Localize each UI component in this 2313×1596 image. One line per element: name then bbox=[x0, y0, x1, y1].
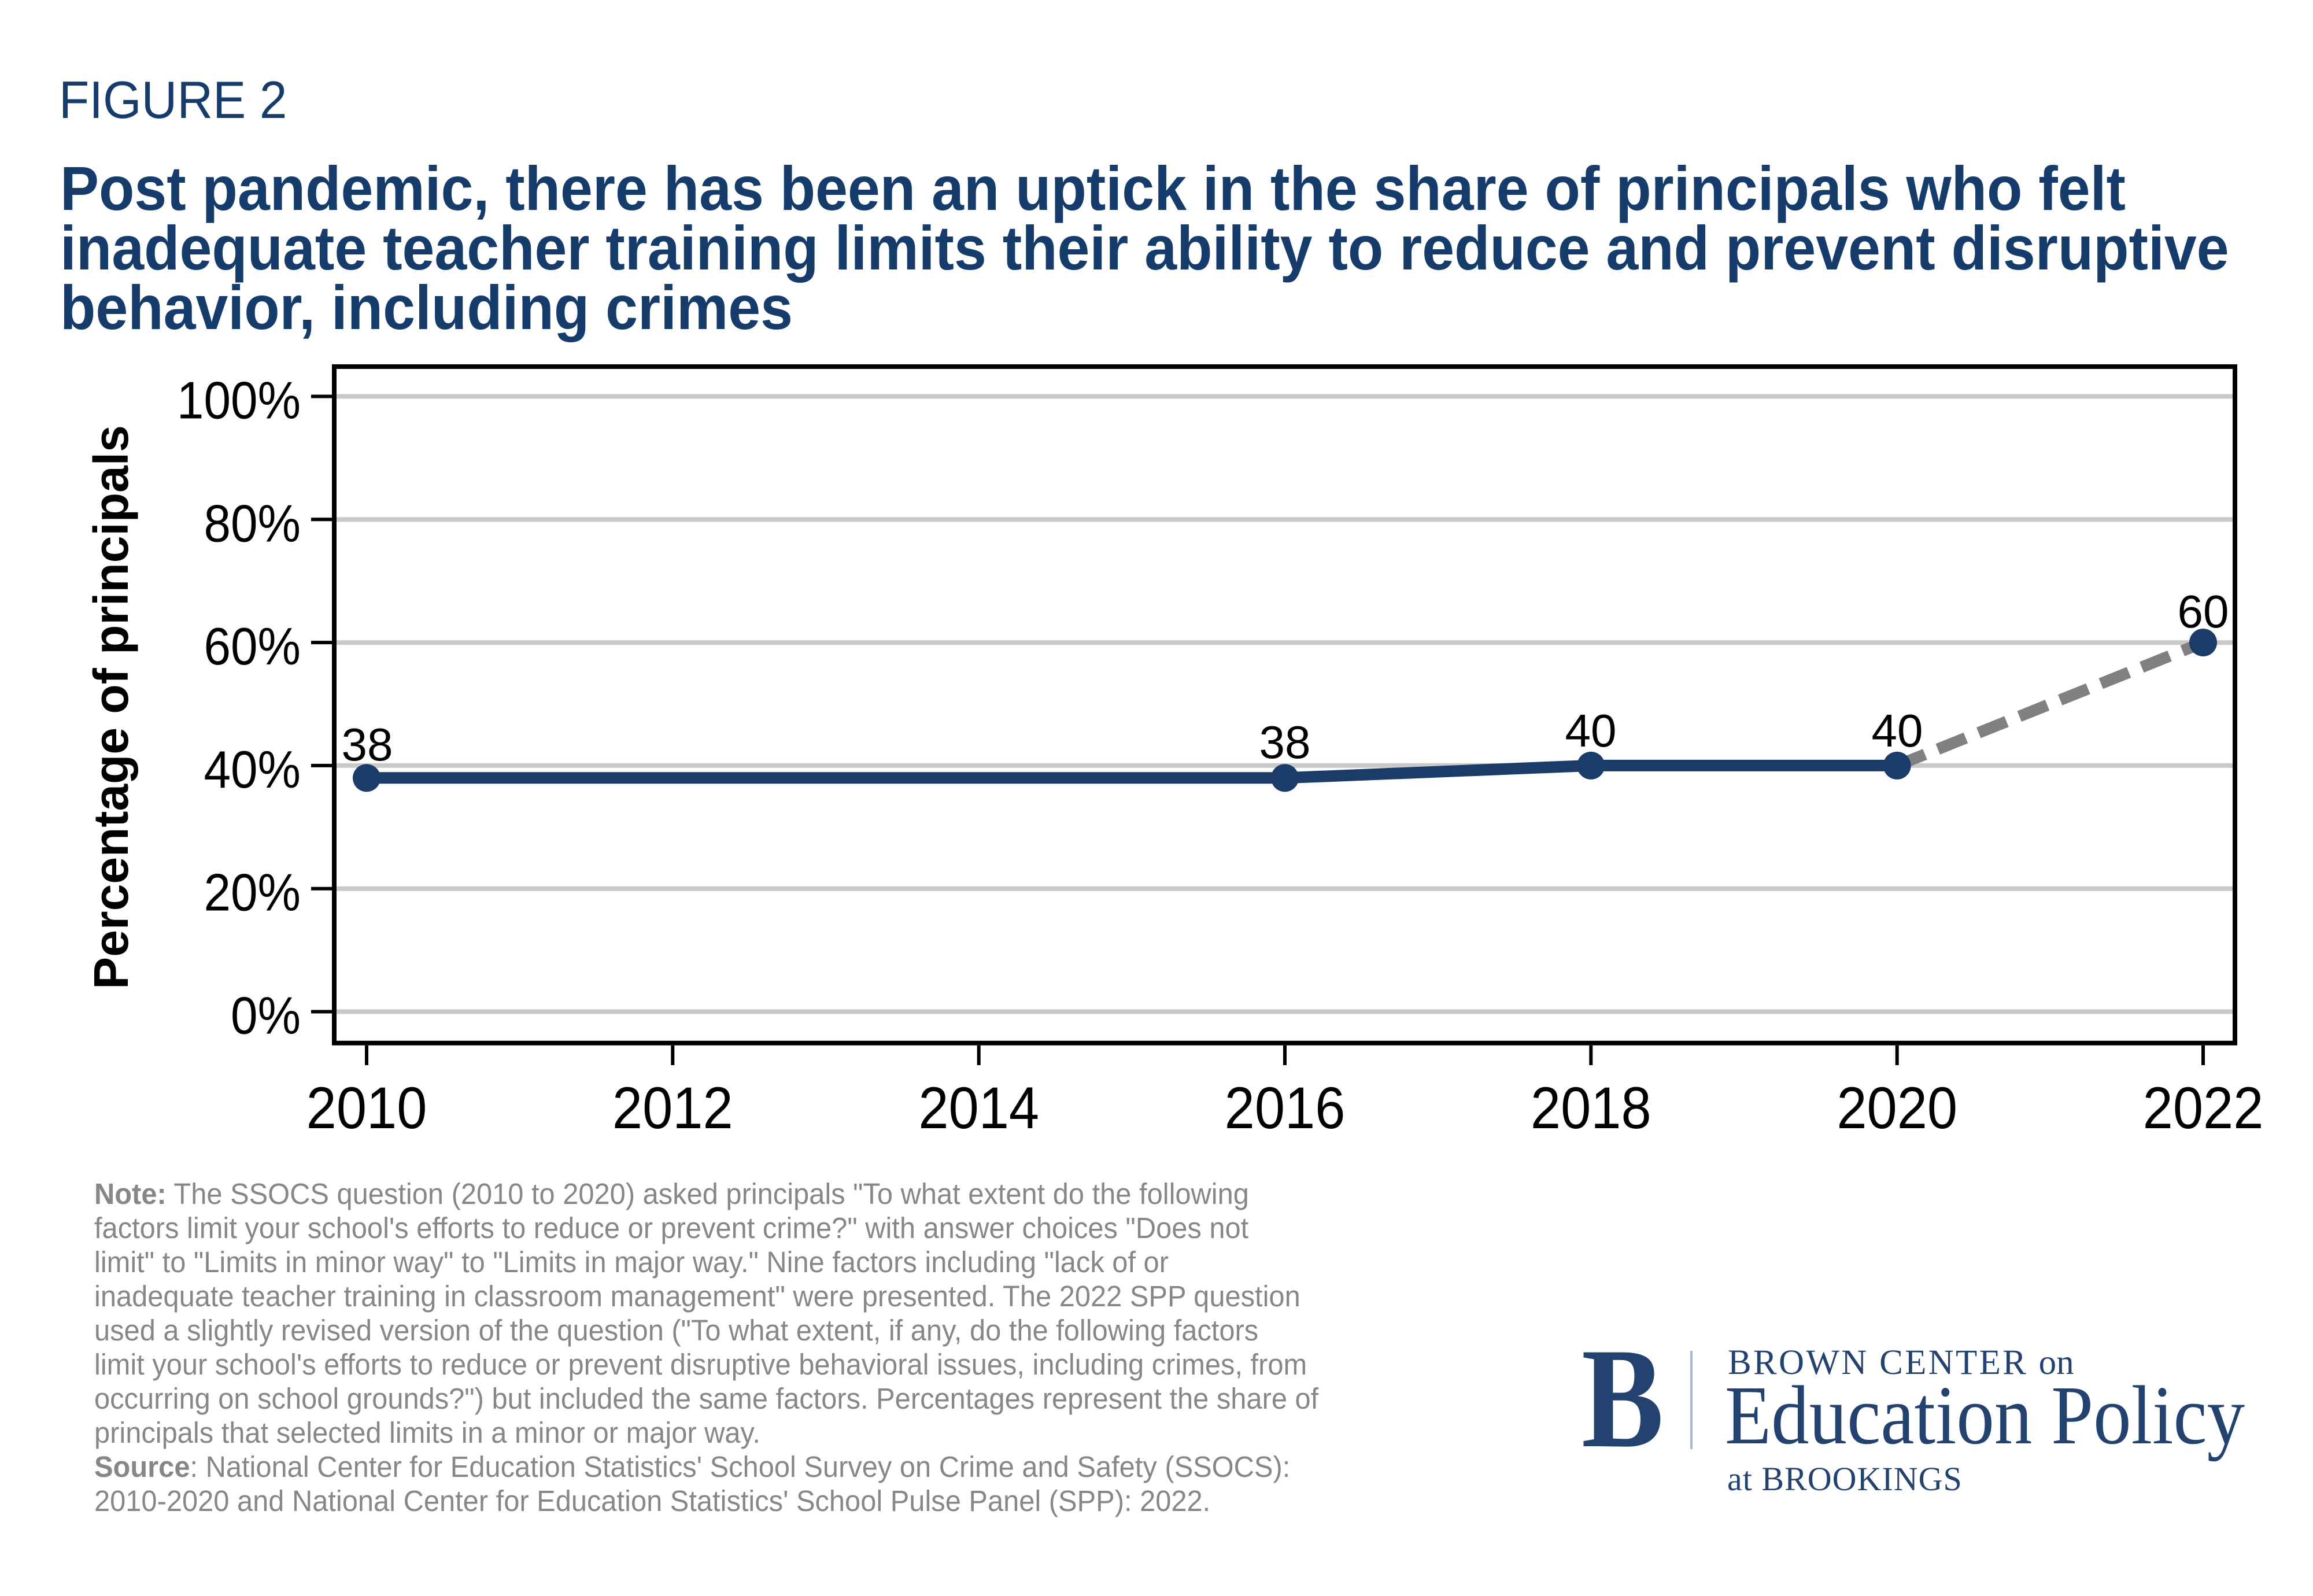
svg-text:2018: 2018 bbox=[1531, 1074, 1651, 1140]
svg-text:40%: 40% bbox=[204, 740, 301, 799]
svg-text:2010: 2010 bbox=[306, 1074, 427, 1140]
svg-text:80%: 80% bbox=[204, 494, 301, 553]
svg-text:40: 40 bbox=[1565, 705, 1617, 756]
svg-text:2022: 2022 bbox=[2143, 1074, 2264, 1140]
svg-text:60: 60 bbox=[2178, 586, 2229, 637]
svg-text:38: 38 bbox=[342, 719, 393, 770]
svg-text:38: 38 bbox=[1259, 716, 1311, 768]
svg-text:Percentage of principals: Percentage of principals bbox=[84, 425, 138, 989]
svg-text:100%: 100% bbox=[177, 371, 301, 430]
svg-text:2016: 2016 bbox=[1225, 1074, 1346, 1140]
svg-text:2020: 2020 bbox=[1837, 1074, 1957, 1140]
svg-text:60%: 60% bbox=[204, 617, 301, 676]
svg-text:0%: 0% bbox=[231, 986, 301, 1045]
svg-text:40: 40 bbox=[1872, 705, 1923, 756]
svg-text:20%: 20% bbox=[204, 863, 301, 922]
svg-text:2012: 2012 bbox=[612, 1074, 733, 1140]
svg-text:2014: 2014 bbox=[918, 1074, 1039, 1140]
